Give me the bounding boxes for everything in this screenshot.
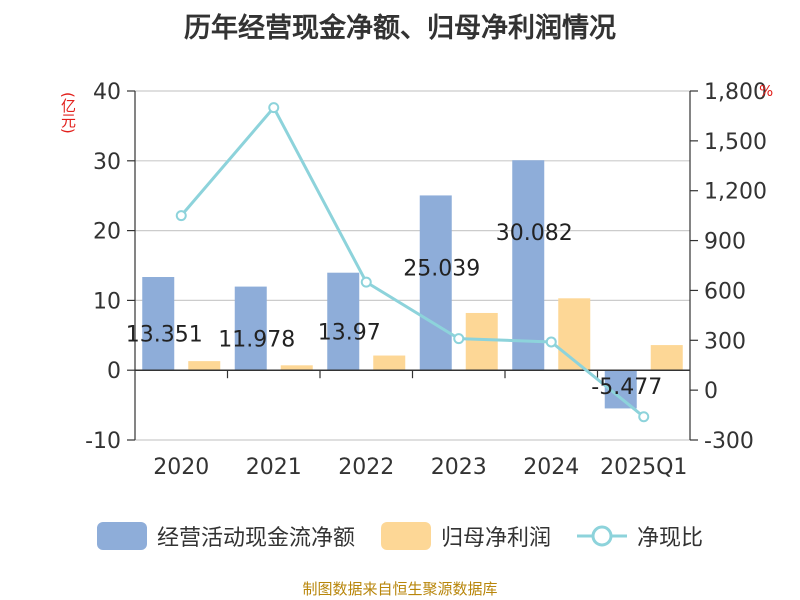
bar-cashflow	[419, 195, 452, 371]
y2-tick-label: 1,800	[704, 80, 767, 105]
bar-netprofit	[373, 355, 406, 371]
legend-label-netprofit: 归母净利润	[440, 526, 551, 551]
data-label-cashflow: 13.97	[318, 320, 381, 345]
point-ratio	[453, 333, 465, 345]
y-tick-label: 20	[93, 220, 121, 245]
data-label-cashflow: 30.082	[496, 221, 573, 246]
line-ratio	[180, 104, 645, 418]
x-tick-label: 2020	[153, 455, 209, 480]
y2-axis-label: %	[759, 82, 774, 100]
bar-cashflow	[142, 277, 175, 371]
bar-cashflow	[234, 286, 267, 371]
y-tick-label: 30	[93, 150, 121, 175]
legend-item-ratio[interactable]: 净现比	[577, 520, 703, 552]
y-tick-label: 40	[93, 80, 121, 105]
chart-title: 历年经营现金净额、归母净利润情况	[184, 13, 616, 44]
x-tick-label: 2025Q1	[600, 455, 687, 480]
point-ratio	[545, 336, 557, 348]
x-tick-label: 2023	[431, 455, 487, 480]
bar-cashflow	[327, 272, 360, 371]
legend-label-cashflow: 经营活动现金流净额	[156, 526, 355, 551]
y-tick-label: 0	[107, 359, 121, 384]
y2-tick-label: 1,200	[704, 180, 767, 205]
y2-tick-label: 900	[704, 230, 746, 255]
data-label-cashflow: -5.477	[591, 375, 662, 400]
y2-tick-label: 1,500	[704, 130, 767, 155]
legend-swatch-ratio	[577, 525, 627, 547]
data-label-cashflow: 13.351	[126, 323, 203, 348]
bar-netprofit	[650, 345, 683, 371]
data-label-cashflow: 25.039	[403, 256, 480, 281]
x-tick-label: 2022	[338, 455, 394, 480]
y-tick-label: 10	[93, 289, 121, 314]
y2-tick-label: -300	[704, 429, 754, 454]
y-tick-label: -10	[85, 429, 121, 454]
y2-tick-label: 600	[704, 279, 746, 304]
bar-netprofit	[188, 361, 221, 371]
point-ratio	[268, 102, 280, 114]
point-ratio	[175, 210, 187, 222]
legend: 经营活动现金流净额 归母净利润 净现比	[0, 514, 800, 558]
legend-label-ratio: 净现比	[637, 526, 704, 551]
y2-tick-label: 0	[704, 379, 718, 404]
bar-netprofit	[465, 312, 498, 371]
y2-tick-label: 300	[704, 329, 746, 354]
bar-netprofit	[558, 298, 591, 371]
y-axis-label: (亿元)	[59, 92, 77, 134]
bar-netprofit	[280, 365, 313, 371]
legend-swatch-cashflow	[96, 522, 147, 550]
x-tick-label: 2024	[523, 455, 579, 480]
legend-item-netprofit[interactable]: 归母净利润	[380, 520, 551, 552]
footer-source: 制图数据来自恒生聚源数据库	[302, 580, 498, 598]
data-label-cashflow: 11.978	[218, 327, 295, 352]
bar-cashflow	[512, 160, 545, 371]
point-ratio	[638, 411, 650, 423]
point-ratio	[360, 276, 372, 288]
x-tick-label: 2021	[246, 455, 302, 480]
legend-item-cashflow[interactable]: 经营活动现金流净额	[96, 520, 355, 552]
legend-swatch-netprofit	[380, 522, 431, 550]
